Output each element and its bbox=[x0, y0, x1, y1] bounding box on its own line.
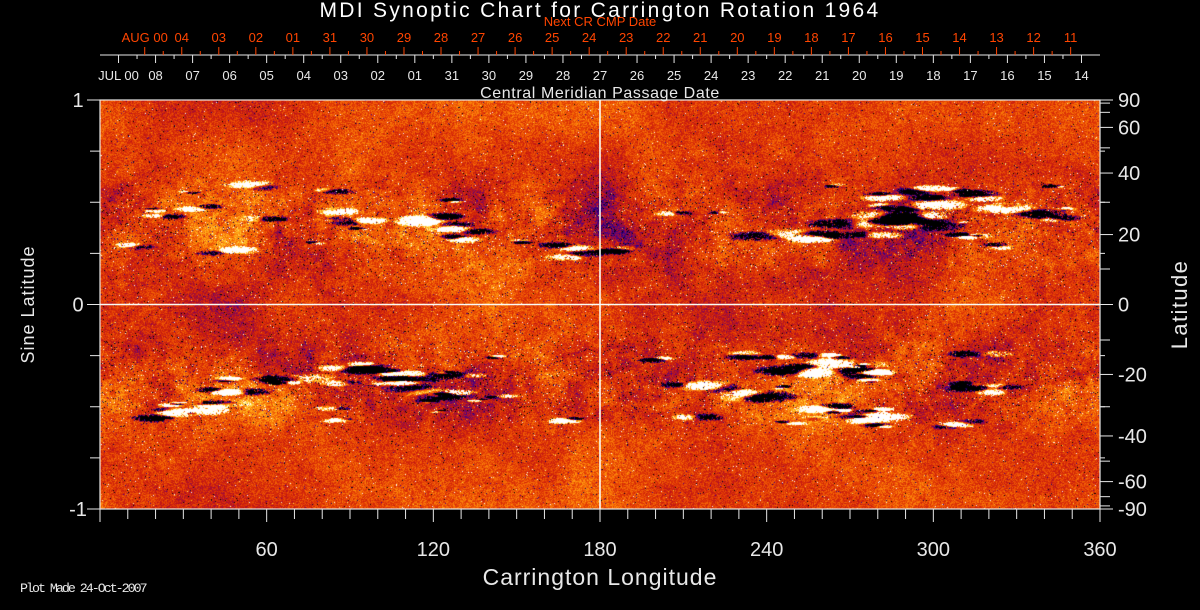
svg-text:28: 28 bbox=[556, 68, 570, 83]
svg-text:26: 26 bbox=[630, 68, 644, 83]
svg-text:Sine Latitude: Sine Latitude bbox=[18, 245, 38, 363]
svg-text:17: 17 bbox=[963, 68, 977, 83]
svg-text:0: 0 bbox=[1118, 295, 1129, 317]
svg-text:03: 03 bbox=[212, 30, 226, 45]
svg-text:31: 31 bbox=[323, 30, 337, 45]
svg-text:27: 27 bbox=[593, 68, 607, 83]
svg-text:26: 26 bbox=[508, 30, 522, 45]
svg-text:11: 11 bbox=[1064, 30, 1078, 45]
svg-text:28: 28 bbox=[434, 30, 448, 45]
svg-text:0: 0 bbox=[72, 295, 83, 317]
svg-text:-1: -1 bbox=[69, 499, 87, 521]
svg-text:1: 1 bbox=[72, 90, 83, 112]
svg-text:Carrington Longitude: Carrington Longitude bbox=[483, 564, 718, 590]
svg-text:Plot Made 24-Oct-2007: Plot Made 24-Oct-2007 bbox=[20, 581, 147, 596]
svg-text:24: 24 bbox=[582, 30, 596, 45]
svg-text:-60: -60 bbox=[1118, 472, 1147, 494]
svg-text:MDI Synoptic Chart for Carring: MDI Synoptic Chart for Carrington Rotati… bbox=[320, 0, 881, 22]
svg-text:240: 240 bbox=[750, 539, 783, 561]
svg-text:14: 14 bbox=[952, 30, 966, 45]
svg-text:90: 90 bbox=[1118, 90, 1140, 112]
svg-text:04: 04 bbox=[296, 68, 310, 83]
svg-text:29: 29 bbox=[519, 68, 533, 83]
svg-text:40: 40 bbox=[1118, 163, 1140, 185]
svg-text:20: 20 bbox=[1118, 225, 1140, 247]
svg-text:05: 05 bbox=[259, 68, 273, 83]
svg-text:29: 29 bbox=[397, 30, 411, 45]
svg-text:03: 03 bbox=[334, 68, 348, 83]
svg-text:120: 120 bbox=[417, 539, 450, 561]
svg-text:14: 14 bbox=[1074, 68, 1088, 83]
svg-text:02: 02 bbox=[249, 30, 263, 45]
svg-text:17: 17 bbox=[841, 30, 855, 45]
svg-text:08: 08 bbox=[148, 68, 162, 83]
svg-text:20: 20 bbox=[852, 68, 866, 83]
svg-text:360: 360 bbox=[1083, 539, 1116, 561]
svg-text:-40: -40 bbox=[1118, 426, 1147, 448]
svg-text:21: 21 bbox=[815, 68, 829, 83]
svg-text:16: 16 bbox=[878, 30, 892, 45]
svg-text:25: 25 bbox=[667, 68, 681, 83]
svg-text:25: 25 bbox=[545, 30, 559, 45]
svg-text:06: 06 bbox=[222, 68, 236, 83]
svg-text:18: 18 bbox=[804, 30, 818, 45]
svg-text:15: 15 bbox=[1037, 68, 1051, 83]
svg-text:13: 13 bbox=[989, 30, 1003, 45]
svg-text:22: 22 bbox=[778, 68, 792, 83]
svg-text:16: 16 bbox=[1000, 68, 1014, 83]
svg-text:30: 30 bbox=[360, 30, 374, 45]
svg-text:27: 27 bbox=[471, 30, 485, 45]
svg-text:23: 23 bbox=[741, 68, 755, 83]
svg-text:31: 31 bbox=[445, 68, 459, 83]
svg-text:19: 19 bbox=[889, 68, 903, 83]
svg-text:180: 180 bbox=[583, 539, 616, 561]
svg-text:19: 19 bbox=[767, 30, 781, 45]
svg-text:01: 01 bbox=[408, 68, 422, 83]
svg-text:20: 20 bbox=[730, 30, 744, 45]
svg-text:-20: -20 bbox=[1118, 364, 1147, 386]
svg-text:60: 60 bbox=[256, 539, 278, 561]
svg-text:24: 24 bbox=[704, 68, 718, 83]
svg-text:JUL 00: JUL 00 bbox=[98, 68, 139, 83]
svg-text:Latitude: Latitude bbox=[1167, 260, 1192, 350]
svg-text:300: 300 bbox=[917, 539, 950, 561]
svg-text:30: 30 bbox=[482, 68, 496, 83]
svg-text:12: 12 bbox=[1026, 30, 1040, 45]
svg-text:22: 22 bbox=[656, 30, 670, 45]
svg-text:-90: -90 bbox=[1118, 499, 1147, 521]
svg-text:01: 01 bbox=[286, 30, 300, 45]
svg-text:18: 18 bbox=[926, 68, 940, 83]
svg-text:07: 07 bbox=[185, 68, 199, 83]
svg-text:AUG 00: AUG 00 bbox=[122, 30, 168, 45]
svg-text:02: 02 bbox=[371, 68, 385, 83]
svg-text:60: 60 bbox=[1118, 117, 1140, 139]
svg-text:15: 15 bbox=[915, 30, 929, 45]
svg-text:Next CR CMP Date: Next CR CMP Date bbox=[544, 14, 656, 29]
svg-text:21: 21 bbox=[693, 30, 707, 45]
svg-text:04: 04 bbox=[175, 30, 189, 45]
svg-text:23: 23 bbox=[619, 30, 633, 45]
